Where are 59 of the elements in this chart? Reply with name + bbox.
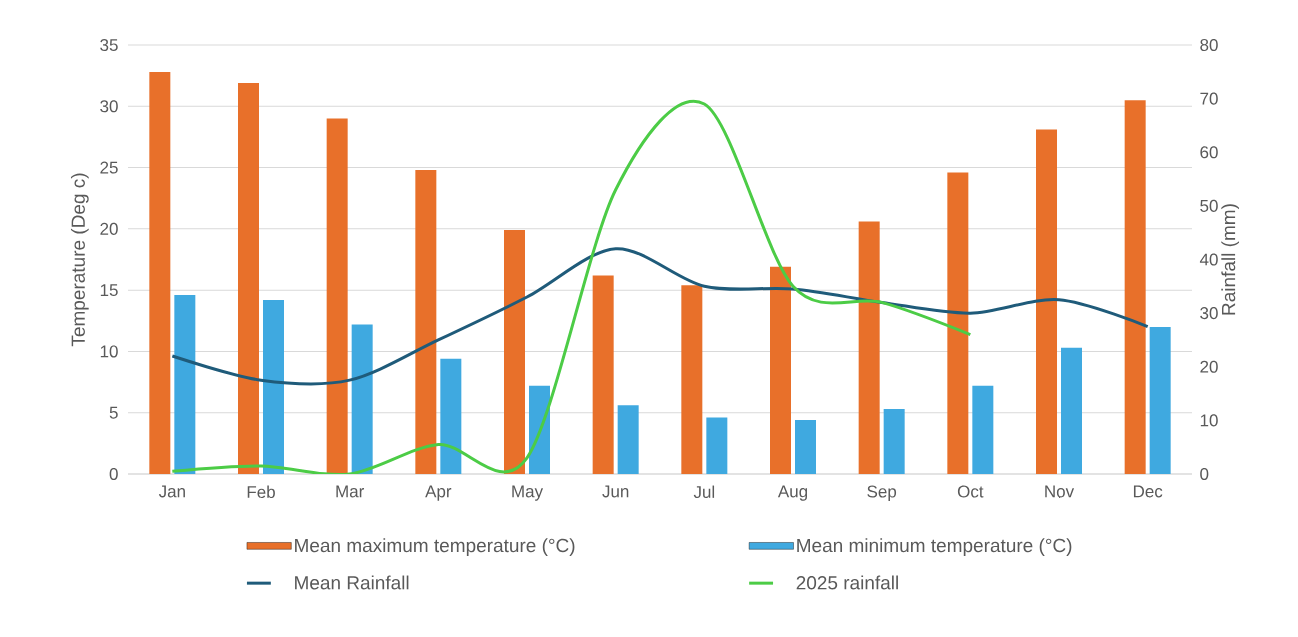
y2-axis-title: Rainfall (mm): [1221, 204, 1240, 315]
bar: [351, 324, 373, 474]
bar: [263, 299, 284, 474]
x-tick-label: Mar: [336, 485, 365, 498]
bar: [972, 385, 994, 474]
legend-label: Mean minimum temperature (°C): [797, 538, 1072, 556]
y-tick-label: 10: [100, 345, 118, 358]
bar: [326, 118, 348, 474]
bar: [858, 221, 880, 474]
bar: [440, 358, 462, 474]
x-tick-label: Apr: [425, 485, 452, 501]
bar: [1061, 347, 1082, 474]
bar: [617, 405, 639, 474]
y2-tick-label: 40: [1199, 253, 1218, 266]
x-tick-label: May: [512, 485, 544, 501]
legend-label: Mean maximum temperature (°C): [295, 538, 575, 556]
y-tick-label: 5: [109, 406, 118, 419]
legend-label: Mean Rainfall: [295, 575, 409, 590]
x-tick-label: Nov: [1045, 485, 1075, 498]
bar: [529, 385, 550, 474]
bar: [592, 275, 614, 474]
bar: [706, 417, 728, 474]
bar: [415, 170, 437, 474]
bar: [1149, 326, 1171, 474]
bar: [149, 71, 171, 474]
y2-tick-label: 20: [1200, 360, 1218, 373]
y-tick-label: 30: [100, 100, 118, 113]
y2-tick-label: 0: [1200, 467, 1209, 481]
y2-tick-label: 10: [1200, 414, 1218, 427]
x-tick-label: Feb: [247, 485, 275, 499]
y2-tick-label: 50: [1200, 199, 1218, 212]
bar: [681, 285, 703, 474]
x-tick-label: Oct: [957, 485, 984, 498]
bar: [1124, 100, 1146, 474]
bar: [795, 420, 816, 474]
y-tick-label: 25: [100, 161, 118, 174]
y2-tick-label: 60: [1200, 146, 1218, 159]
x-tick-label: Jul: [693, 485, 715, 499]
y-tick-label: 15: [100, 284, 118, 297]
bar: [947, 172, 969, 474]
bar: [883, 409, 905, 474]
y2-tick-label: 80: [1200, 38, 1218, 52]
x-tick-label: Dec: [1133, 485, 1163, 498]
bar: [504, 230, 525, 474]
y-tick-label: 20: [100, 222, 118, 235]
bar: [1036, 129, 1057, 474]
x-tick-label: Jun: [602, 485, 629, 498]
y2-tick-label: 70: [1200, 92, 1218, 105]
legend-label: 2025 rainfall: [796, 575, 898, 590]
bar: [238, 82, 259, 474]
bar: [770, 266, 791, 474]
y2-tick-label: 30: [1200, 307, 1218, 320]
x-tick-label: Aug: [777, 485, 808, 501]
x-tick-label: Sep: [867, 485, 897, 501]
y-tick-label: 35: [100, 38, 118, 52]
y-tick-label: 0: [109, 467, 118, 481]
y-axis-title: Temperature (Deg c): [70, 173, 89, 347]
bar: [174, 295, 196, 474]
x-tick-label: Jan: [158, 485, 185, 498]
